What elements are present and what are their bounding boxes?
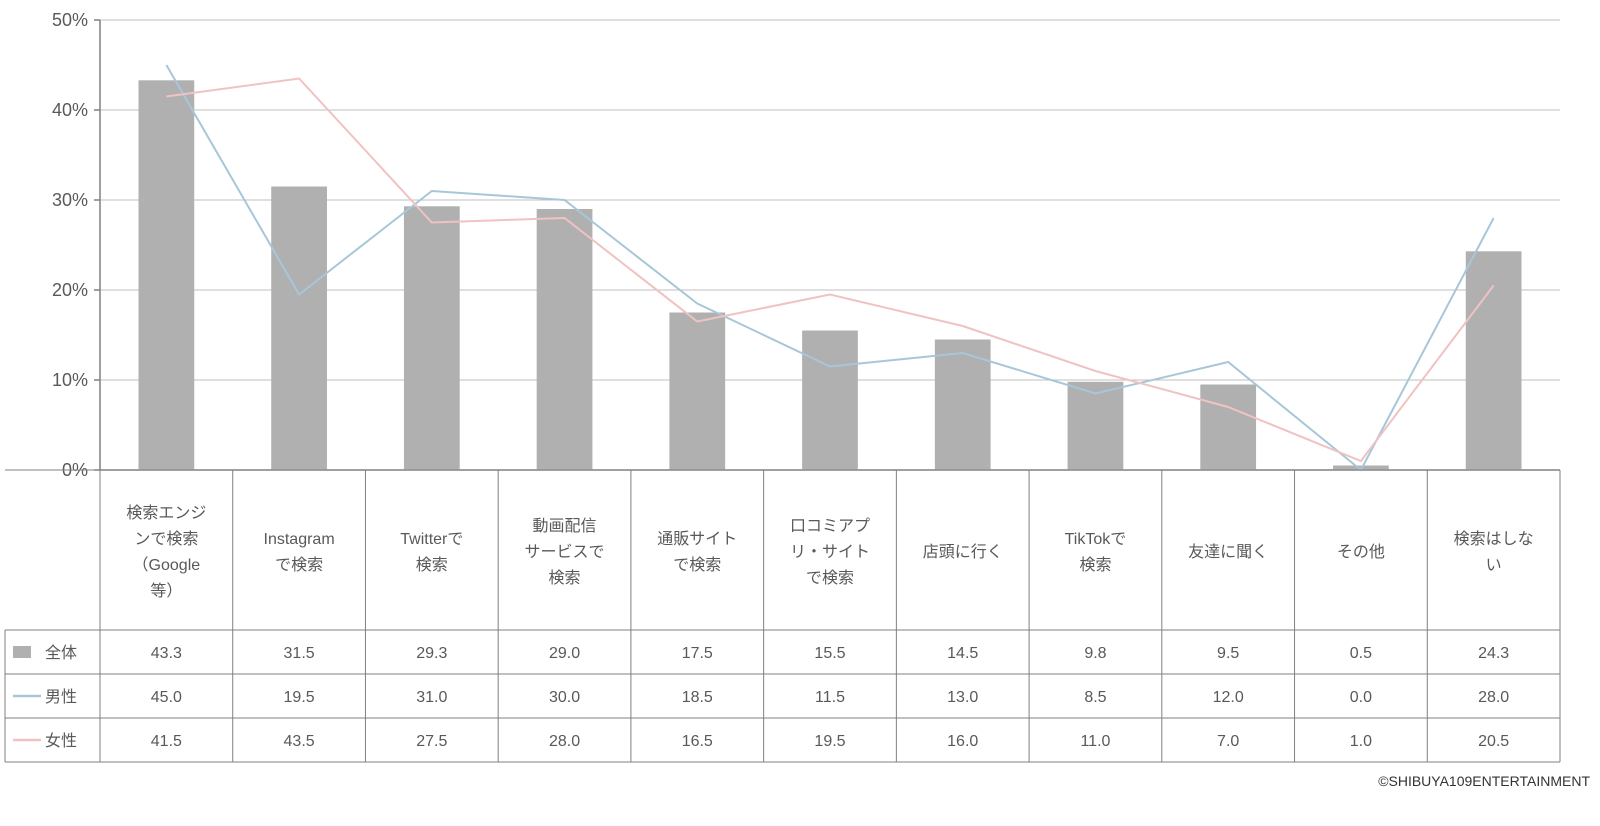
table-cell: 20.5 <box>1478 733 1509 750</box>
category-label: 検索 <box>416 556 448 574</box>
y-tick-label: 20% <box>52 280 88 300</box>
y-tick-label: 40% <box>52 100 88 120</box>
table-cell: 19.5 <box>284 689 315 706</box>
table-cell: 28.0 <box>549 733 580 750</box>
category-label: で検索 <box>806 569 854 587</box>
chart-svg: 0%10%20%30%40%50%検索エンジンで検索（Google等）Insta… <box>0 0 1600 826</box>
bar <box>1200 385 1256 471</box>
category-label: で検索 <box>673 556 721 574</box>
series-row-label: 男性 <box>45 688 77 706</box>
bar <box>537 209 593 470</box>
category-label: 検索はしな <box>1454 530 1534 548</box>
category-label: 店頭に行く <box>923 543 1003 561</box>
category-label: サービスで <box>525 543 605 561</box>
table-cell: 31.0 <box>416 689 447 706</box>
category-label: 検索 <box>1079 556 1111 574</box>
table-cell: 29.0 <box>549 645 580 662</box>
category-label: 友達に聞く <box>1188 543 1268 561</box>
table-cell: 45.0 <box>151 689 182 706</box>
category-label: Twitterで <box>400 531 463 548</box>
table-cell: 7.0 <box>1217 733 1239 750</box>
table-cell: 28.0 <box>1478 689 1509 706</box>
table-cell: 11.0 <box>1080 733 1110 750</box>
y-tick-label: 50% <box>52 10 88 30</box>
table-cell: 18.5 <box>682 689 713 706</box>
table-cell: 8.5 <box>1084 689 1106 706</box>
category-label: （Google <box>133 556 201 574</box>
category-label: で検索 <box>275 556 323 574</box>
table-cell: 29.3 <box>416 645 447 662</box>
y-tick-label: 30% <box>52 190 88 210</box>
table-cell: 11.5 <box>815 689 845 706</box>
table-cell: 43.3 <box>151 645 182 662</box>
table-cell: 15.5 <box>814 645 845 662</box>
y-tick-label: 10% <box>52 370 88 390</box>
bar <box>802 331 858 471</box>
bar <box>271 187 327 471</box>
table-cell: 9.8 <box>1084 645 1106 662</box>
category-label: 通販サイト <box>657 530 737 548</box>
legend-swatch-bar <box>13 646 31 658</box>
table-cell: 9.5 <box>1217 645 1239 662</box>
category-label: リ・サイト <box>790 544 870 561</box>
category-label: 口コミアプ <box>790 517 870 535</box>
chart-root: 0%10%20%30%40%50%検索エンジンで検索（Google等）Insta… <box>0 0 1600 826</box>
bar <box>404 206 460 470</box>
table-cell: 0.5 <box>1350 645 1372 662</box>
table-cell: 17.5 <box>682 645 713 662</box>
bar <box>669 313 725 471</box>
table-cell: 41.5 <box>151 733 182 750</box>
series-row-label: 全体 <box>45 644 77 662</box>
table-cell: 43.5 <box>284 733 315 750</box>
table-cell: 24.3 <box>1478 645 1509 662</box>
table-cell: 31.5 <box>284 645 315 662</box>
category-label: ンで検索 <box>134 530 198 548</box>
category-label: 検索 <box>549 569 581 587</box>
table-cell: 1.0 <box>1350 733 1372 750</box>
category-label: 動画配信 <box>533 517 597 535</box>
series-row-label: 女性 <box>45 731 77 750</box>
bar <box>138 80 194 470</box>
table-cell: 13.0 <box>947 689 978 706</box>
table-cell: 27.5 <box>416 733 447 750</box>
table-cell: 0.0 <box>1350 689 1372 706</box>
table-cell: 16.5 <box>682 733 713 750</box>
category-label: 検索エンジ <box>126 504 206 522</box>
table-cell: 14.5 <box>947 645 978 662</box>
category-label: い <box>1486 557 1502 574</box>
table-cell: 16.0 <box>947 733 978 750</box>
category-label: 等） <box>150 582 182 600</box>
table-cell: 30.0 <box>549 689 580 706</box>
copyright-text: ©SHIBUYA109ENTERTAINMENT <box>1378 773 1590 789</box>
bar <box>1068 382 1124 470</box>
bar <box>1466 251 1522 470</box>
category-label: その他 <box>1337 543 1385 561</box>
table-cell: 19.5 <box>814 733 845 750</box>
table-cell: 12.0 <box>1213 689 1244 706</box>
category-label: Instagram <box>264 531 335 548</box>
category-label: TikTokで <box>1065 531 1127 548</box>
